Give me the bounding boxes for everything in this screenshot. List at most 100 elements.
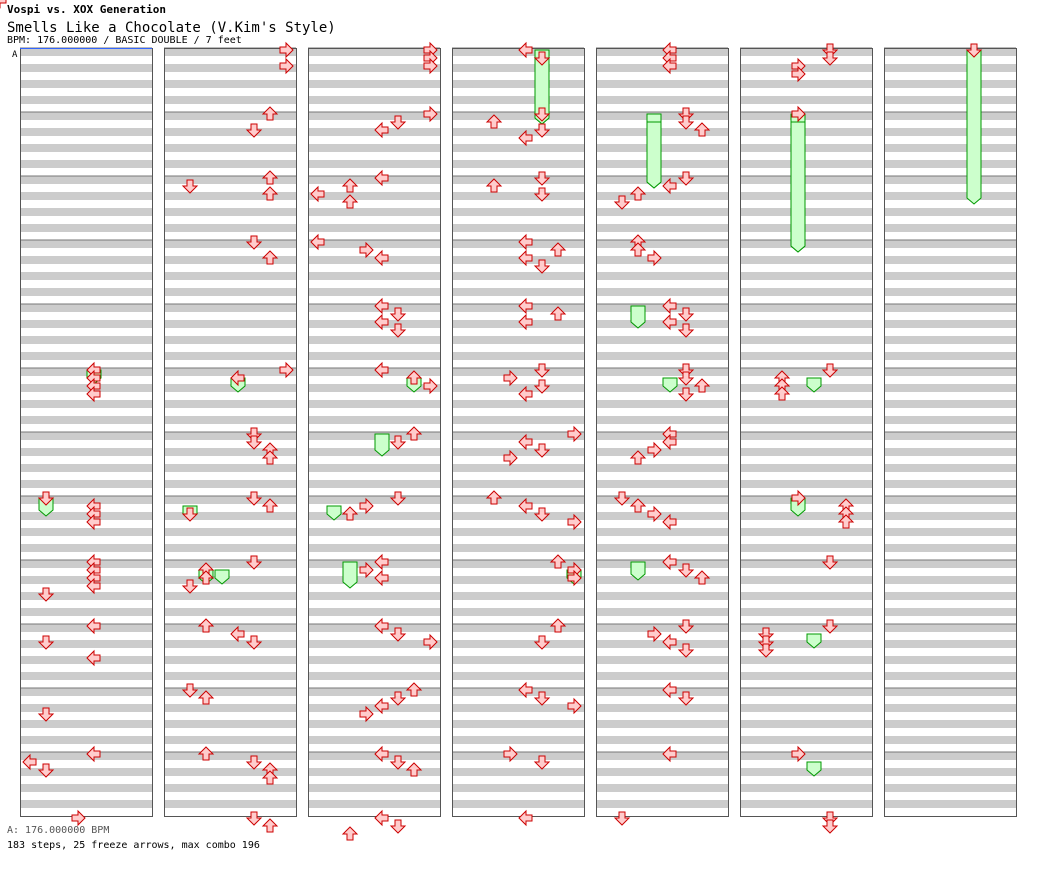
step-arrow	[389, 435, 407, 450]
beat-stripe	[20, 144, 152, 152]
step-arrow	[662, 177, 677, 195]
beat-stripe	[740, 432, 872, 440]
beat-stripe	[596, 784, 728, 792]
beat-stripe	[20, 496, 152, 504]
step-arrow	[503, 745, 518, 763]
beat-stripe	[884, 560, 1016, 568]
freeze-arrow-body	[966, 49, 982, 205]
beat-stripe	[740, 800, 872, 808]
beat-stripe	[452, 112, 584, 120]
beat-stripe	[20, 656, 152, 664]
beat-stripe	[308, 288, 440, 296]
column-frame	[740, 48, 873, 817]
step-arrow	[485, 490, 503, 505]
beat-stripe	[740, 672, 872, 680]
step-arrow	[245, 491, 263, 506]
beat-stripe	[740, 96, 872, 104]
step-arrow	[245, 635, 263, 650]
beat-stripe	[452, 96, 584, 104]
step-arrow	[791, 105, 806, 123]
step-arrow	[549, 618, 567, 633]
freeze-arrow-body	[374, 433, 390, 457]
step-arrow	[677, 563, 695, 578]
beat-stripe	[308, 320, 440, 328]
beat-stripe	[308, 240, 440, 248]
beat-stripe	[740, 528, 872, 536]
chart-meta: BPM: 176.000000 / BASIC DOUBLE / 7 feet	[7, 35, 242, 46]
beat-stripe	[308, 656, 440, 664]
step-arrow	[533, 187, 551, 202]
step-arrow	[423, 633, 438, 651]
beat-stripe	[596, 592, 728, 600]
chart-column	[452, 47, 585, 817]
step-arrow	[485, 178, 503, 193]
beat-stripe	[740, 656, 872, 664]
step-arrow	[279, 41, 294, 59]
beat-stripe	[884, 320, 1016, 328]
beat-stripe	[740, 320, 872, 328]
beat-stripe	[884, 720, 1016, 728]
step-arrow	[86, 513, 101, 531]
step-arrow	[662, 553, 677, 571]
beat-stripe	[308, 800, 440, 808]
step-arrow	[677, 387, 695, 402]
step-arrow	[374, 121, 389, 139]
step-arrow	[791, 489, 806, 507]
beat-stripe	[308, 176, 440, 184]
freeze-arrow-body	[326, 505, 342, 521]
beat-stripe	[452, 384, 584, 392]
step-arrow	[405, 762, 423, 777]
step-arrow	[662, 57, 677, 75]
beat-stripe	[884, 144, 1016, 152]
step-arrow	[518, 249, 533, 267]
beat-stripe	[20, 752, 152, 760]
beat-stripe	[20, 528, 152, 536]
step-arrow	[341, 194, 359, 209]
beat-stripe	[164, 272, 296, 280]
freeze-arrow-body	[342, 561, 358, 589]
beat-stripe	[596, 320, 728, 328]
column-frame	[164, 48, 297, 817]
beat-stripe	[164, 512, 296, 520]
beat-stripe	[740, 256, 872, 264]
step-arrow	[71, 809, 86, 827]
beat-stripe	[164, 112, 296, 120]
beat-stripe	[164, 464, 296, 472]
step-arrow	[279, 361, 294, 379]
beat-stripe	[884, 432, 1016, 440]
step-arrow	[821, 619, 839, 634]
beat-stripe	[452, 624, 584, 632]
beat-stripe	[740, 352, 872, 360]
step-arrow	[821, 363, 839, 378]
beat-stripe	[308, 560, 440, 568]
beat-stripe	[452, 592, 584, 600]
chart-column	[596, 47, 729, 817]
chart-stats: 183 steps, 25 freeze arrows, max combo 1…	[7, 840, 260, 851]
beat-stripe	[452, 576, 584, 584]
beat-stripe	[452, 64, 584, 72]
beat-stripe	[452, 272, 584, 280]
beat-stripe	[20, 784, 152, 792]
step-arrow	[341, 826, 359, 841]
beat-stripe	[884, 96, 1016, 104]
beat-stripe	[884, 384, 1016, 392]
step-arrow	[773, 386, 791, 401]
beat-stripe	[884, 688, 1016, 696]
beat-stripe	[740, 448, 872, 456]
beat-stripe	[884, 352, 1016, 360]
beat-stripe	[596, 688, 728, 696]
beat-stripe	[884, 336, 1016, 344]
beat-stripe	[452, 48, 584, 56]
beat-stripe	[740, 416, 872, 424]
beat-stripe	[884, 480, 1016, 488]
beat-stripe	[452, 704, 584, 712]
beat-stripe	[164, 224, 296, 232]
beat-stripe	[884, 256, 1016, 264]
beat-stripe	[20, 208, 152, 216]
beat-stripe	[740, 768, 872, 776]
step-arrow	[423, 377, 438, 395]
beat-stripe	[452, 176, 584, 184]
step-arrow	[662, 313, 677, 331]
step-arrow	[662, 513, 677, 531]
beat-stripe	[452, 656, 584, 664]
